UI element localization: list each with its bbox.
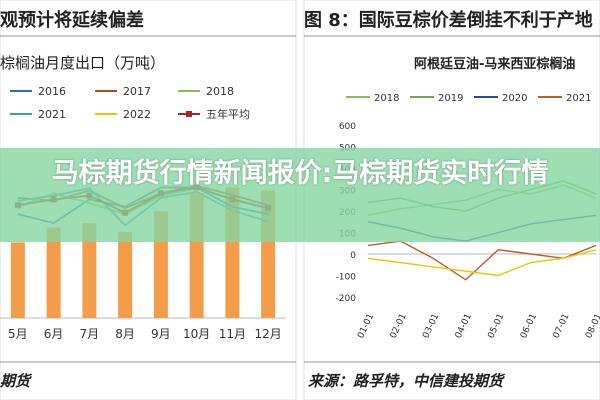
left-legend: 2016 2017 2018 2021 2022 五年平均 <box>10 85 250 121</box>
right-subtitle: 阿根廷豆油-马来西亚棕榈油 <box>414 56 575 72</box>
legend-label: 2021 <box>38 108 66 121</box>
left-source: 期货 <box>0 372 33 390</box>
x-tick-label: 6月 <box>44 327 64 341</box>
y-tick-label: 0 <box>350 251 356 261</box>
legend-label: 2020 <box>502 93 527 104</box>
right-legend: 2018 2019 2020 2021 <box>346 93 591 104</box>
x-tick-label: 7月 <box>80 327 100 341</box>
legend-label: 2016 <box>38 85 66 98</box>
left-title: 观预计将延续偏差 <box>0 9 144 31</box>
series-line-2022 <box>367 249 597 277</box>
bar-7月 <box>82 223 97 318</box>
x-tick-label: 8月 <box>115 327 135 341</box>
y-tick-label: -200 <box>336 294 357 304</box>
x-tick-label: 5月 <box>8 327 28 341</box>
left-subtitle: 棕榈油月度出口（万吨） <box>0 54 165 72</box>
x-tick-label: 10月 <box>183 327 210 341</box>
y-tick-label: -100 <box>336 273 357 283</box>
bar-6月 <box>46 227 61 318</box>
x-tick-label: 11月 <box>219 327 246 341</box>
legend-label: 2018 <box>206 85 234 98</box>
x-tick-label: 9月 <box>151 327 171 341</box>
legend-label: 2017 <box>123 85 151 98</box>
legend-label: 2022 <box>123 108 151 121</box>
bar-5月 <box>10 242 25 318</box>
legend-label: 五年平均 <box>206 107 250 121</box>
banner-title[interactable]: 马棕期货行情新闻报价:马棕期货实时行情 <box>51 158 549 189</box>
right-title: 图 8：国际豆棕价差倒挂不利于产地 <box>304 9 593 31</box>
title-banner <box>0 148 600 242</box>
series-line-2021 <box>367 240 597 281</box>
legend-marker <box>186 111 192 117</box>
legend-label: 2018 <box>374 93 399 104</box>
legend-label: 2021 <box>566 93 591 104</box>
right-source: 来源：路孚特，中信建投期货 <box>308 372 506 390</box>
bar-8月 <box>118 231 133 318</box>
x-tick-label: 12月 <box>254 327 281 341</box>
legend-label: 2019 <box>438 93 463 104</box>
y-tick-label: 600 <box>339 122 356 132</box>
